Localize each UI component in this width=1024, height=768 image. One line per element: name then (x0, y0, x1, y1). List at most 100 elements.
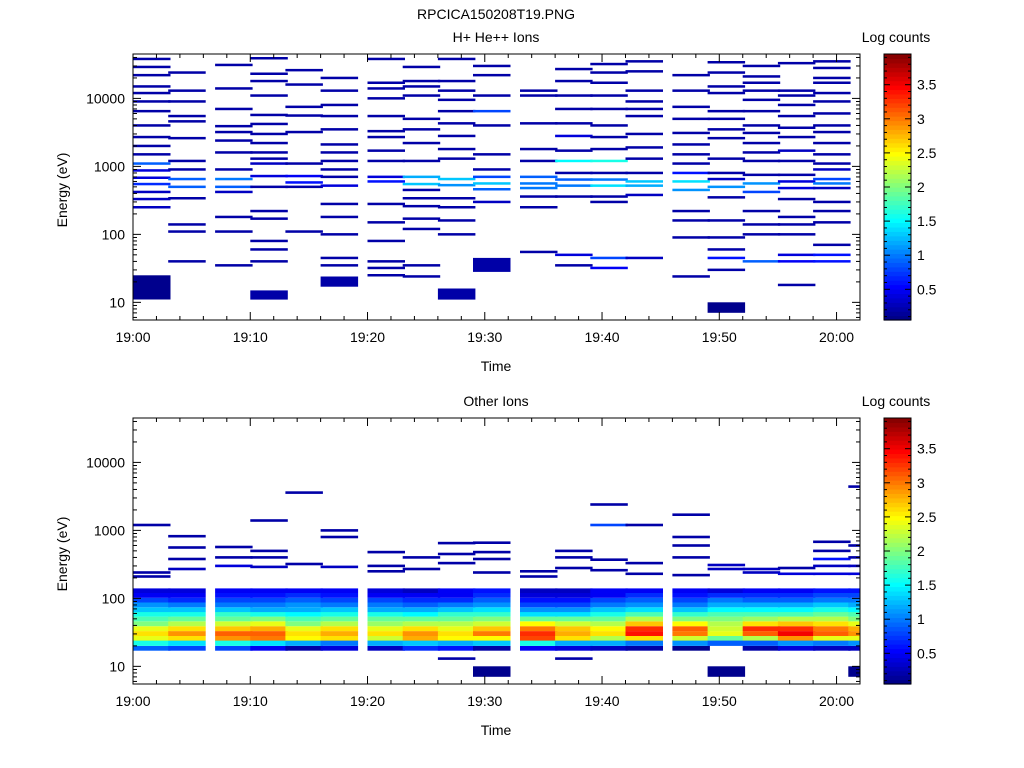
heatmap-cell (320, 626, 359, 632)
colorbar-segment (884, 222, 911, 228)
heatmap-cell (707, 302, 746, 313)
heatmap-cell (133, 616, 171, 622)
panel-h-he-ions: H+ He++ Ions Log counts Energy (eV) Time… (54, 29, 937, 374)
heatmap-cell (625, 593, 663, 598)
heatmap-cell (250, 631, 288, 636)
heatmap-cell (215, 612, 253, 617)
panel-other-ions: Other Ions Log counts Energy (eV) Time 1… (54, 393, 937, 738)
heatmap-cell (320, 184, 359, 187)
heatmap-cell (555, 616, 593, 622)
heatmap-cell (625, 636, 663, 641)
heatmap-cell (133, 588, 171, 593)
heatmap-cell (437, 657, 476, 660)
heatmap-cell (777, 645, 816, 651)
colorbar-segment (884, 506, 911, 512)
heatmap-cell (625, 89, 663, 92)
heatmap-cell (590, 588, 628, 593)
heatmap-cell (320, 565, 359, 569)
heatmap-cell (250, 151, 288, 154)
heatmap-cell (777, 186, 816, 190)
heatmap-cell (672, 513, 710, 516)
heatmap-cell (625, 107, 663, 111)
heatmap-cell (672, 544, 710, 547)
heatmap-cell (707, 248, 746, 251)
heatmap-cell (672, 597, 710, 603)
heatmap-cell (590, 503, 628, 506)
heatmap-cell (777, 640, 816, 646)
heatmap-cell (555, 645, 593, 651)
colorbar-tick-label: 0.5 (917, 645, 937, 661)
heatmap-cell (742, 588, 781, 593)
heatmap-cell (168, 557, 206, 561)
heatmap-cell (250, 519, 288, 522)
heatmap-cell (777, 180, 816, 183)
heatmap-cell (625, 256, 663, 260)
heatmap-cell (813, 112, 851, 115)
colorbar-tick-label: 2 (917, 179, 925, 195)
heatmap-cell (777, 593, 816, 598)
heatmap-cell (742, 98, 781, 102)
colorbar-segment (884, 457, 911, 463)
colorbar-segment (884, 235, 911, 241)
heatmap-cell (742, 260, 781, 263)
colorbar-segment (884, 590, 911, 596)
heatmap-cell (555, 593, 593, 598)
heatmap-cell (813, 60, 851, 63)
colorbar-segment (884, 138, 911, 144)
heatmap-cell (320, 612, 359, 617)
heatmap-cell (555, 566, 593, 570)
heatmap-cell (555, 94, 593, 97)
heatmap-cell (473, 616, 511, 622)
heatmap-cell (777, 89, 816, 92)
heatmap-cell (672, 645, 710, 651)
heatmap-cell (813, 221, 851, 224)
heatmap-cell (555, 631, 593, 636)
x-tick-label: 19:50 (702, 693, 737, 709)
heatmap-cell (672, 236, 710, 239)
heatmap-cell (133, 621, 171, 627)
heatmap-cells (133, 485, 860, 677)
heatmap-cell (250, 94, 288, 97)
heatmap-cell (133, 206, 171, 209)
heatmap-cell (285, 597, 323, 603)
heatmap-cell (133, 124, 171, 127)
heatmap-cell (742, 182, 781, 185)
heatmap-cell (402, 612, 441, 617)
heatmap-cell (742, 109, 781, 113)
colorbar-segment (884, 555, 911, 561)
colorbar-segment (884, 129, 911, 135)
heatmap-cell (625, 616, 663, 622)
heatmap-cell (402, 79, 441, 83)
heatmap-cell (215, 230, 253, 233)
heatmap-cell (707, 612, 746, 617)
heatmap-cell (672, 640, 710, 646)
heatmap-cell (742, 631, 781, 636)
heatmap-cell (742, 159, 781, 163)
heatmap-cell (367, 97, 405, 100)
colorbar-segment (884, 542, 911, 548)
colorbar-segment (884, 644, 911, 650)
heatmap-cell (285, 636, 323, 641)
heatmap-cell (133, 612, 171, 617)
heatmap-cell (520, 640, 558, 646)
colorbar-tick-label: 3 (917, 475, 925, 491)
heatmap-cell (437, 602, 476, 608)
heatmap-cell (250, 640, 288, 646)
heatmap-cell (402, 204, 441, 208)
heatmap-cell (742, 567, 781, 571)
colorbar-segment (884, 271, 911, 277)
heatmap-cell (813, 640, 851, 646)
heatmap-cell (133, 135, 171, 139)
heatmap-cell (707, 567, 746, 571)
heatmap-cell (250, 157, 288, 160)
colorbar-segment (884, 200, 911, 206)
colorbar-segment (884, 155, 911, 161)
heatmap-cell (133, 109, 171, 113)
heatmap-cell (555, 159, 593, 163)
heatmap-cell (625, 70, 663, 73)
colorbar-segment (884, 559, 911, 565)
colorbar-segment (884, 80, 911, 86)
heatmap-cell (742, 124, 781, 127)
heatmap-cell (590, 71, 628, 74)
heatmap-cell (168, 588, 206, 593)
